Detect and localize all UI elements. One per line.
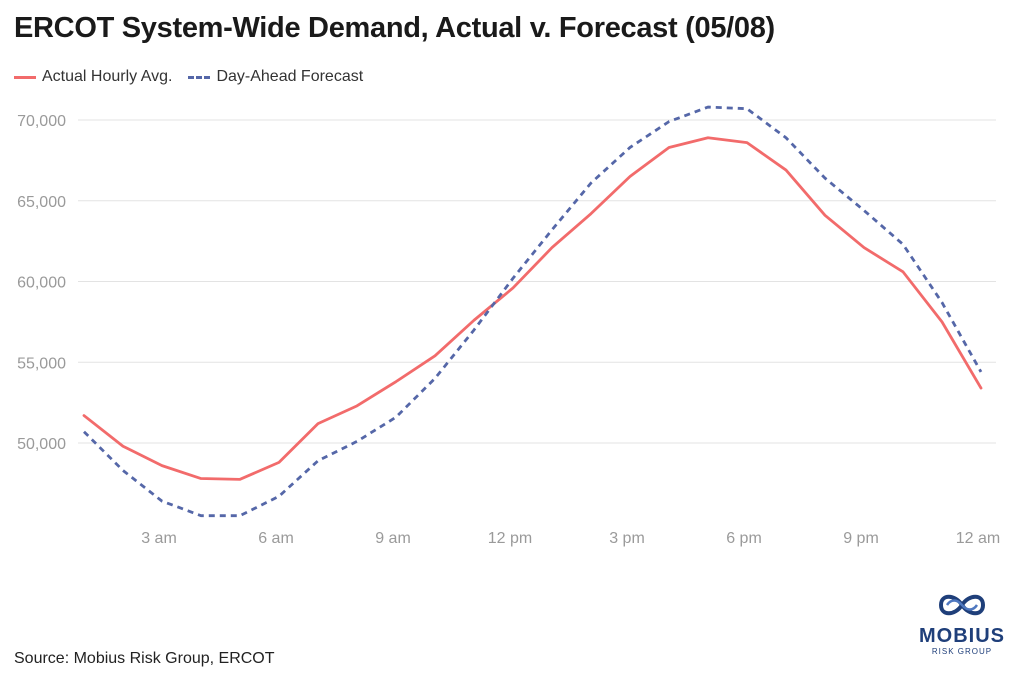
series-line-actual — [82, 136, 983, 481]
logo-name: MOBIUS — [919, 625, 1005, 647]
x-tick-label: 12 am — [956, 530, 1000, 547]
mobius-infinity-icon — [938, 594, 986, 616]
line-chart: 50,000 55,000 60,000 65,000 70,000 3 am 6 am 9 … — [17, 105, 1000, 547]
source-note: Source: Mobius Risk Group, ERCOT — [14, 650, 275, 667]
x-tick-label: 6 pm — [726, 530, 762, 547]
mobius-logo: MOBIUS RISK GROUP — [912, 590, 1012, 656]
legend-item-forecast: Day-Ahead Forecast — [188, 68, 363, 86]
legend: Actual Hourly Avg. Day-Ahead Forecast — [14, 68, 379, 86]
y-tick-label: 60,000 — [17, 275, 66, 292]
legend-label-actual: Actual Hourly Avg. — [42, 68, 173, 85]
chart-title: ERCOT System-Wide Demand, Actual v. Fore… — [14, 12, 775, 44]
x-tick-label: 3 am — [141, 530, 177, 547]
logo-subtitle: RISK GROUP — [931, 647, 993, 656]
x-tick-label: 9 pm — [843, 530, 879, 547]
x-tick-label: 12 pm — [488, 530, 532, 547]
series-line-forecast — [83, 105, 983, 518]
x-tick-label: 9 am — [375, 530, 411, 547]
x-tick-label: 6 am — [258, 530, 294, 547]
legend-item-actual: Actual Hourly Avg. — [14, 68, 172, 86]
legend-swatch-forecast — [188, 75, 211, 79]
legend-swatch-actual — [14, 75, 36, 79]
y-tick-label: 55,000 — [17, 355, 66, 372]
y-tick-label: 50,000 — [17, 436, 66, 453]
y-tick-label: 65,000 — [17, 194, 66, 211]
y-tick-label: 70,000 — [17, 113, 66, 130]
x-tick-label: 3 pm — [609, 530, 645, 547]
legend-label-forecast: Day-Ahead Forecast — [216, 68, 364, 85]
